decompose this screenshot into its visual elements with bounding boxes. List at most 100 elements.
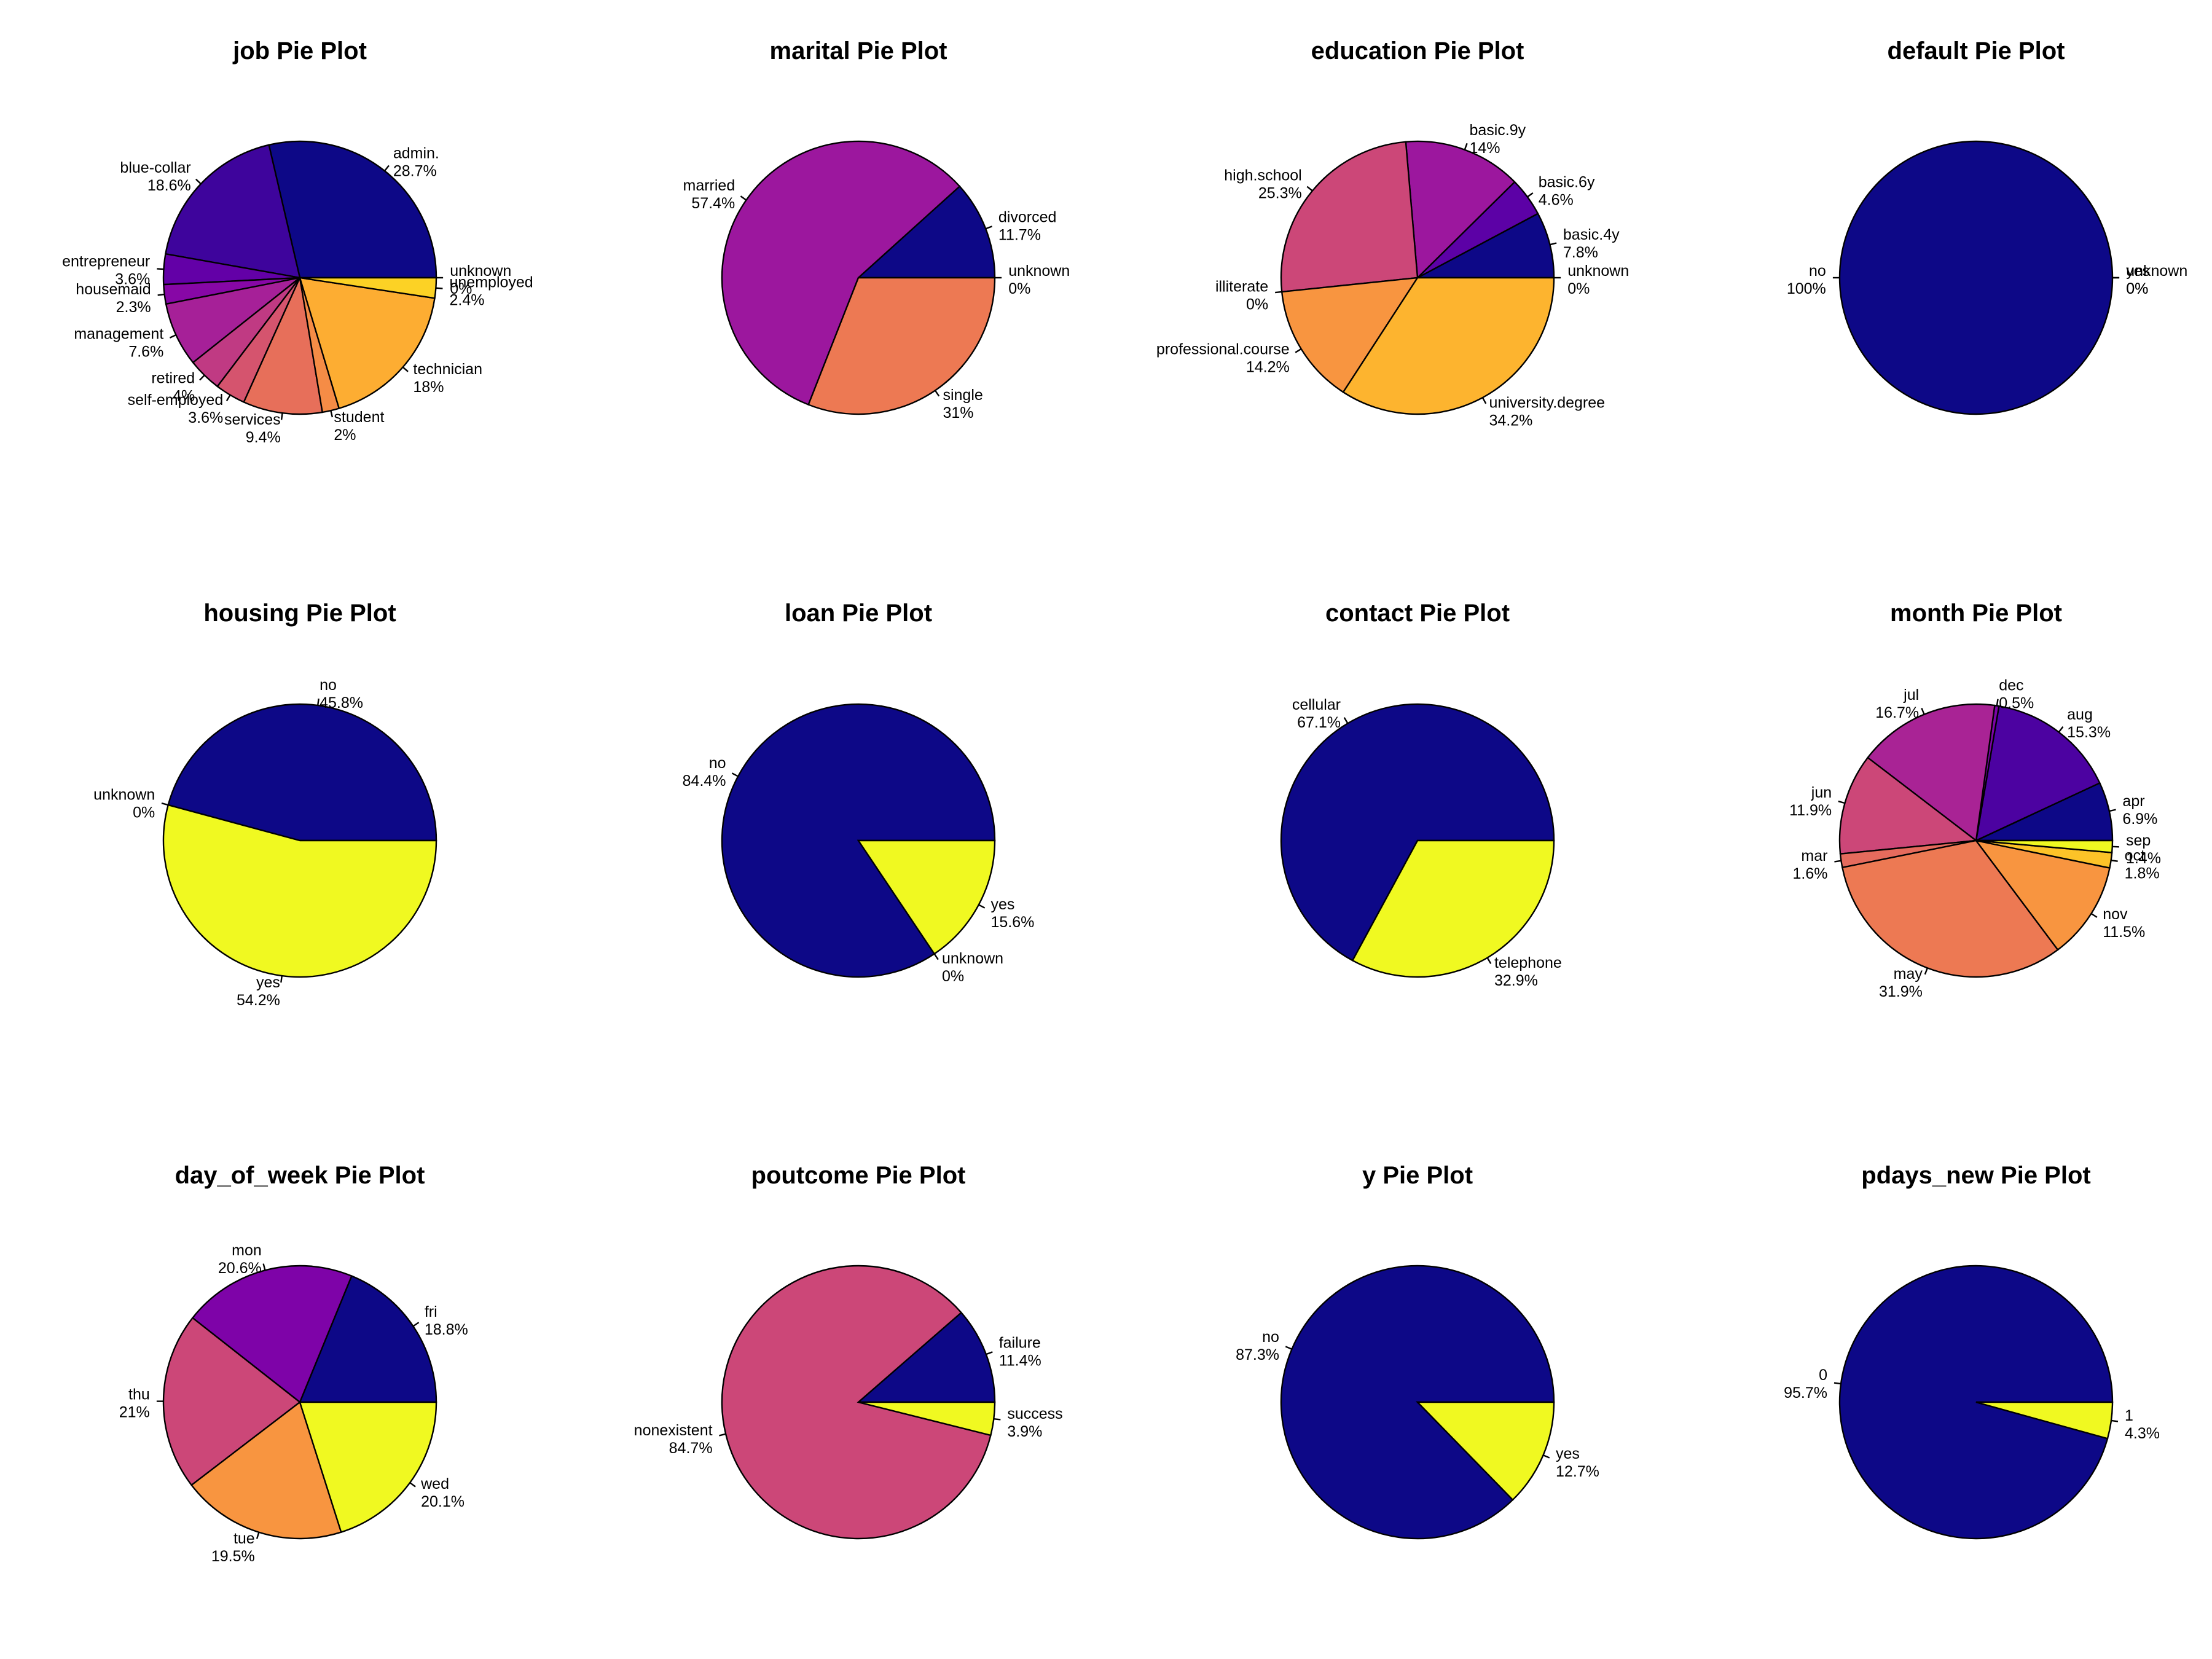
slice-percent-label: 32.9%	[1494, 972, 1538, 989]
slice-label: single 31%	[943, 386, 982, 422]
slice-label: jul 16.7%	[1875, 686, 1919, 721]
label-tick	[1481, 397, 1487, 404]
slice-category-label: divorced	[998, 208, 1057, 226]
slice-percent-label: 3.6%	[188, 409, 223, 426]
slice-label: basic.9y 14%	[1469, 122, 1526, 157]
slice-label: illiterate 0%	[1215, 278, 1268, 313]
slice-label: retired 4%	[151, 370, 195, 405]
slice-label: high.school 25.3%	[1224, 167, 1301, 202]
slice-category-label: unknown	[1567, 262, 1629, 280]
slice-percent-label: 95.7%	[1784, 1384, 1827, 1402]
slice-category-label: success	[1007, 1405, 1062, 1422]
pie-slice-no	[167, 703, 437, 842]
slice-percent-label: 54.2%	[237, 992, 280, 1009]
slice-category-label: no	[1809, 262, 1826, 280]
slice-percent-label: 1.4%	[2126, 850, 2161, 867]
pie-chart-marital-pie-plot: marital Pie Plot divorced 11.7% married 57.4…	[683, 37, 1070, 422]
pie-chart-education-pie-plot: education Pie Plot basic.4y 7.8% basic.6y 4.…	[1156, 37, 1629, 429]
label-tick	[740, 195, 747, 201]
label-tick	[2090, 912, 2098, 918]
pie-slice-married	[721, 140, 961, 406]
slice-percent-label: 18.8%	[425, 1321, 468, 1338]
pie-slice-basic-4y	[1417, 212, 1555, 279]
slice-label: student 2%	[334, 409, 384, 444]
pie-slice-yes	[162, 804, 437, 978]
label-tick	[1527, 192, 1534, 198]
slice-label: unknown 0%	[450, 262, 511, 297]
label-tick	[199, 374, 205, 381]
pie-chart-poutcome-pie-plot: poutcome Pie Plot failure 11.4% nonexistent…	[634, 1162, 1063, 1540]
chart-title: job Pie Plot	[232, 37, 367, 65]
slice-percent-label: 67.1%	[1297, 714, 1341, 731]
slice-percent-label: 100%	[1787, 280, 1826, 297]
slice-label: nov 11.5%	[2103, 906, 2145, 941]
label-tick	[1924, 967, 1928, 975]
slice-label: professional.course 14.2%	[1156, 340, 1290, 375]
slice-percent-label: 0%	[1008, 280, 1030, 297]
slice-category-label: services	[224, 411, 281, 428]
pie-slice-jun	[1838, 756, 1979, 855]
slice-label: failure 11.4%	[999, 1334, 1041, 1369]
label-tick	[169, 334, 176, 339]
pie-chart-contact-pie-plot: contact Pie Plot cellular 67.1% telephone 32…	[1280, 600, 1562, 989]
slice-label: success 3.9%	[1007, 1405, 1062, 1440]
slice-percent-label: 0%	[1567, 280, 1590, 297]
slice-category-label: fri	[425, 1303, 437, 1320]
pie-slice-1	[1975, 1401, 2114, 1440]
slice-label: 1 4.3%	[2125, 1407, 2160, 1442]
slice-category-label: apr	[2122, 793, 2144, 810]
slice-label: unknown 0%	[942, 950, 1003, 985]
label-tick	[1838, 800, 1845, 804]
slice-label: management 7.6%	[74, 325, 163, 360]
slice-category-label: nonexistent	[634, 1422, 713, 1439]
slice-percent-label: 1.8%	[2125, 865, 2160, 882]
pie-slice-admin	[268, 140, 437, 279]
slice-category-label: yes	[2126, 262, 2150, 280]
slice-percent-label: 31%	[943, 404, 973, 422]
slice-percent-label: 0.5%	[1999, 695, 2034, 712]
label-tick	[280, 413, 283, 420]
slice-label: fri 18.8%	[425, 1303, 468, 1338]
pie-slice-wed	[299, 1401, 437, 1534]
slice-category-label: yes	[990, 896, 1014, 913]
slice-percent-label: 18.6%	[147, 177, 191, 194]
slice-category-label: no	[709, 755, 726, 772]
slice-percent-label: 0%	[1246, 296, 1268, 313]
slice-category-label: retired	[151, 370, 195, 387]
slice-percent-label: 4.3%	[2125, 1425, 2160, 1442]
label-tick	[1921, 707, 1925, 715]
slice-category-label: high.school	[1224, 167, 1301, 184]
slice-category-label: jun	[1811, 784, 1832, 801]
slice-percent-label: 2.4%	[450, 291, 485, 308]
slice-label: may 31.9%	[1879, 965, 1923, 1000]
slice-category-label: illiterate	[1215, 278, 1268, 295]
slice-category-label: mon	[232, 1242, 262, 1259]
label-tick	[412, 1322, 420, 1327]
slice-percent-label: 1.6%	[1792, 865, 1827, 882]
slice-label: jun 11.9%	[1789, 784, 1832, 819]
label-tick	[731, 772, 739, 777]
pie-chart-housing-pie-plot: housing Pie Plot no 45.8% unknown 0% yes 54.2%	[93, 600, 437, 1009]
slice-label: thu 21%	[119, 1386, 150, 1421]
slice-percent-label: 0%	[450, 280, 472, 297]
slice-label: unemployed 2.4%	[450, 273, 533, 308]
slice-category-label: basic.9y	[1469, 122, 1526, 139]
slice-category-label: admin.	[393, 145, 439, 162]
slice-label: services 9.4%	[224, 411, 281, 446]
slice-label: basic.4y 7.8%	[1563, 226, 1620, 261]
slice-percent-label: 87.3%	[1236, 1346, 1279, 1363]
slice-category-label: nov	[2103, 906, 2128, 923]
slice-label: university.degree 34.2%	[1489, 394, 1606, 429]
pie-chart-loan-pie-plot: loan Pie Plot no 84.4% unknown 0% yes 15.6%	[683, 600, 1035, 985]
pie-slice-university-degree	[1342, 276, 1555, 415]
slice-label: basic.6y 4.6%	[1539, 173, 1595, 208]
label-tick	[2058, 726, 2064, 733]
label-tick	[157, 293, 165, 296]
slice-category-label: wed	[420, 1475, 449, 1492]
slice-label: mar 1.6%	[1792, 847, 1827, 882]
pie-slice-nov	[1974, 839, 2111, 951]
slice-category-label: married	[683, 177, 735, 194]
chart-title: contact Pie Plot	[1325, 600, 1510, 627]
